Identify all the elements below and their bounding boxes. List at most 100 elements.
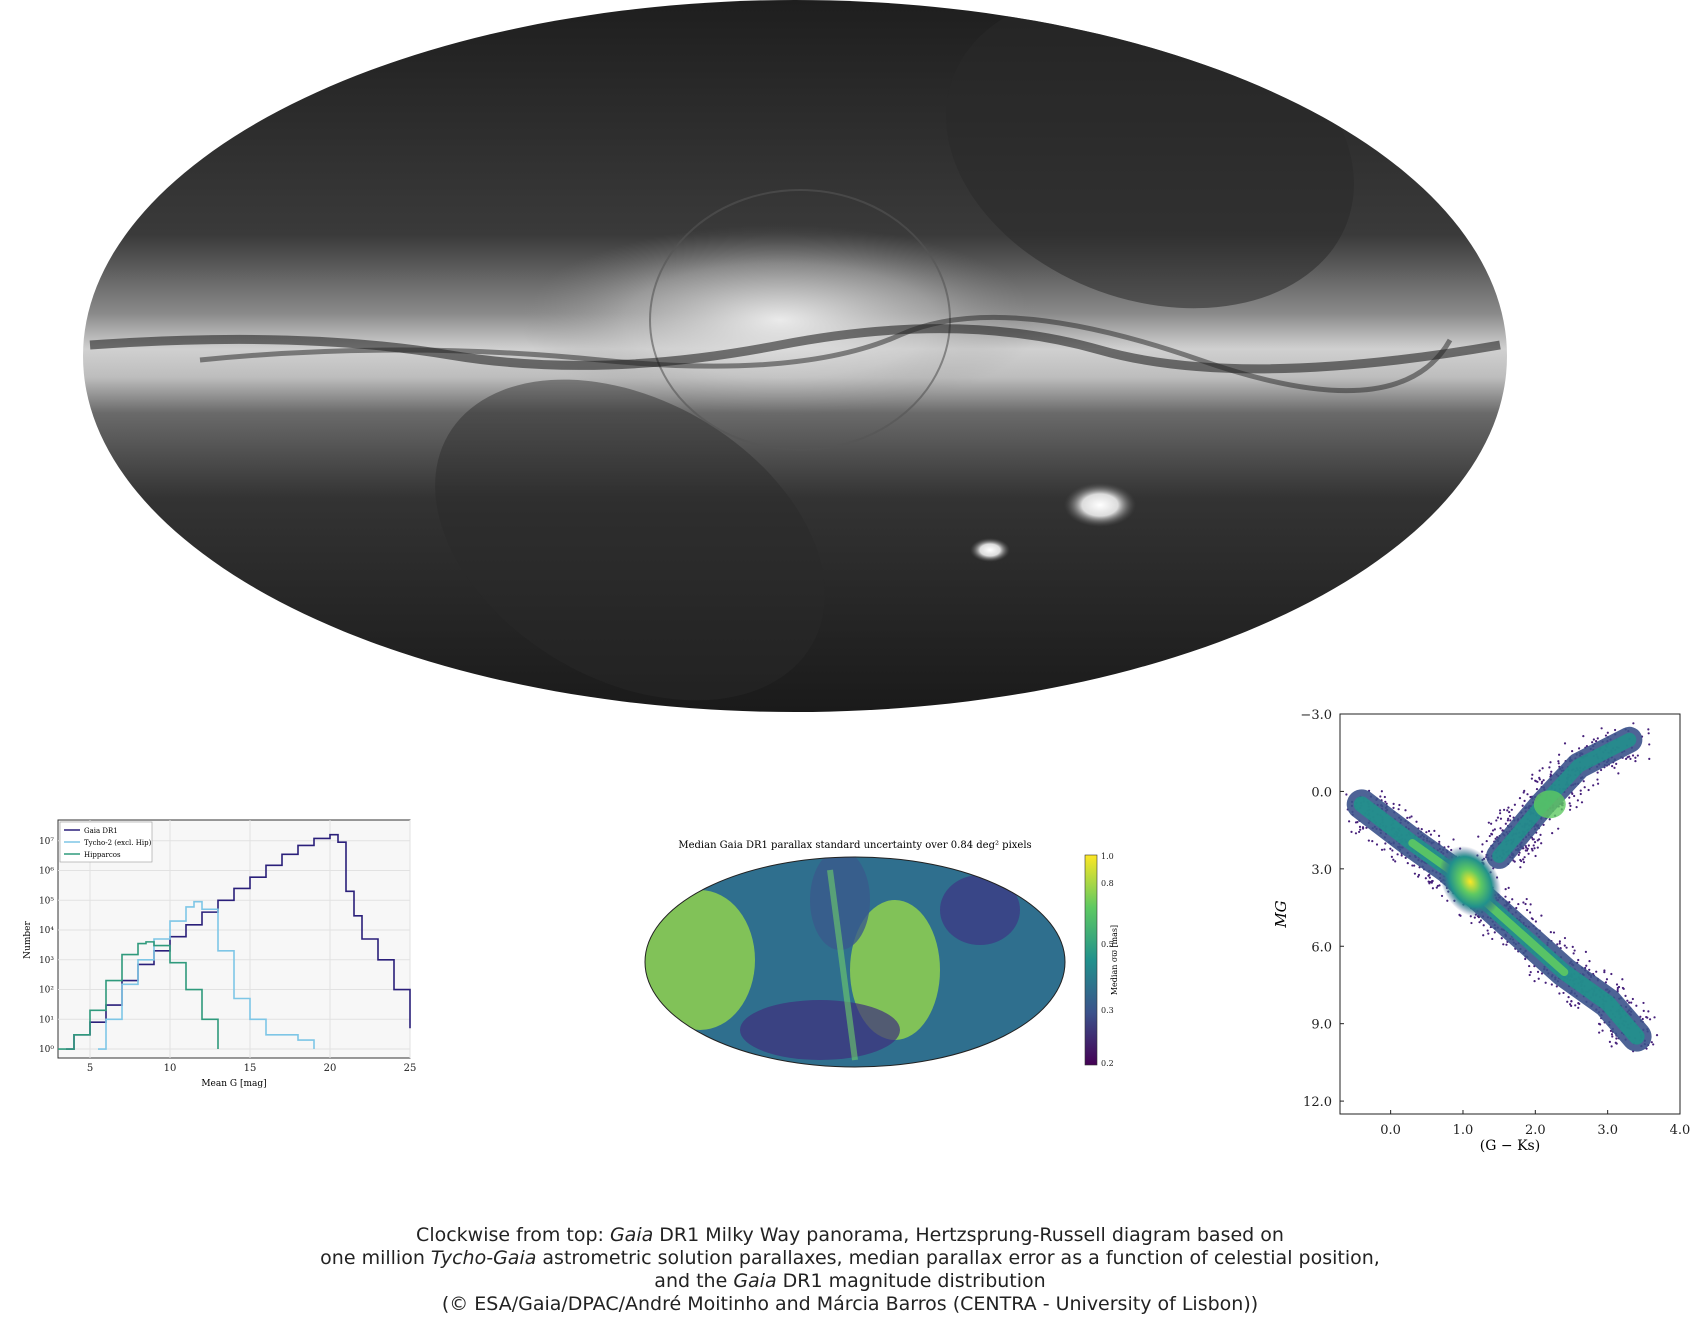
hrd-point xyxy=(1482,924,1485,927)
legend-gaia: Gaia DR1 xyxy=(84,827,118,835)
hrd-point xyxy=(1523,799,1526,802)
hrd-xtick: 0.0 xyxy=(1380,1123,1401,1138)
histogram-series xyxy=(58,833,411,1050)
hrd-point xyxy=(1540,914,1543,917)
hrd-point xyxy=(1523,856,1526,859)
hrd-point xyxy=(1597,1022,1601,1025)
hrd-point xyxy=(1508,814,1512,818)
hrd-point xyxy=(1513,860,1516,863)
hrd-point xyxy=(1558,992,1561,995)
colorbar-tick: 0.8 xyxy=(1101,879,1114,888)
hrd-point xyxy=(1626,999,1629,1002)
hrd-point xyxy=(1577,1006,1580,1009)
hrd-point xyxy=(1558,942,1561,945)
hrd-point xyxy=(1524,902,1527,906)
hrd-point xyxy=(1544,981,1547,984)
hrd-point xyxy=(1487,932,1490,935)
hrd-point xyxy=(1528,964,1531,968)
hrd-point xyxy=(1417,873,1421,877)
hrd-point xyxy=(1615,1037,1618,1040)
histogram-ytick: 10³ xyxy=(39,956,54,966)
hrd-point xyxy=(1549,773,1552,776)
hrd-point xyxy=(1563,936,1567,940)
hrd-point xyxy=(1548,766,1551,769)
hrd-point xyxy=(1380,790,1383,793)
hrd-point xyxy=(1371,840,1374,843)
hrd-point xyxy=(1572,952,1575,955)
hrd-point xyxy=(1433,829,1436,833)
hrd-point xyxy=(1490,832,1493,835)
hrd-point xyxy=(1537,977,1540,980)
skymap-title: Median Gaia DR1 parallax standard uncert… xyxy=(678,840,1031,851)
hrd-point xyxy=(1428,882,1431,885)
hrd-point xyxy=(1579,789,1582,792)
histogram-ytick: 10⁰ xyxy=(39,1045,54,1055)
hrd-point xyxy=(1413,872,1417,875)
hrd-point xyxy=(1532,844,1535,847)
hrd-point xyxy=(1530,847,1534,850)
hrd-point xyxy=(1513,803,1516,806)
hrd-point xyxy=(1642,1001,1645,1005)
hrd-point xyxy=(1507,817,1510,820)
hrd-point xyxy=(1582,735,1585,738)
histogram-xtick: 15 xyxy=(244,1063,257,1074)
hrd-point xyxy=(1394,860,1397,863)
hrd-point xyxy=(1519,866,1522,869)
hrd-point xyxy=(1495,819,1498,822)
hrd-point xyxy=(1508,810,1511,814)
hrd-point xyxy=(1524,957,1527,961)
hrd-point xyxy=(1415,820,1418,823)
hrd-point xyxy=(1611,765,1614,768)
hrd-point xyxy=(1458,913,1461,916)
histogram-ytick: 10⁷ xyxy=(39,837,54,847)
hrd-point xyxy=(1648,1018,1652,1021)
hrd-point xyxy=(1610,972,1613,976)
hrd-point xyxy=(1420,828,1423,831)
hrd-point xyxy=(1536,970,1540,973)
hrd-point xyxy=(1555,985,1558,988)
hrd-point xyxy=(1617,772,1620,775)
hrd-point xyxy=(1548,818,1551,821)
hrd-point xyxy=(1575,806,1578,809)
hrd-point xyxy=(1511,898,1514,901)
hrd-xtick: 2.0 xyxy=(1525,1123,1546,1138)
hrd-point xyxy=(1477,835,1480,838)
hrd-point xyxy=(1486,929,1489,932)
hrd-point xyxy=(1488,834,1491,838)
hrd-point xyxy=(1384,800,1387,803)
hrd-point xyxy=(1350,830,1353,833)
hrd-point xyxy=(1549,761,1552,764)
hrd-point xyxy=(1606,731,1609,734)
hrd-point xyxy=(1438,840,1441,843)
hrd-point xyxy=(1491,937,1494,941)
hrd-point xyxy=(1565,946,1568,949)
hrd-point xyxy=(1563,742,1567,745)
hrd-point xyxy=(1380,848,1384,851)
hrd-point xyxy=(1358,830,1361,834)
hrd-point xyxy=(1392,806,1395,810)
hrd-point xyxy=(1493,828,1496,831)
hrd-ytick: 3.0 xyxy=(1311,863,1332,878)
hrd-point xyxy=(1384,842,1387,845)
hrd-point xyxy=(1528,973,1531,977)
hrd-point xyxy=(1574,1004,1577,1007)
magnitude-histogram: 5 10 15 20 25 10⁰ 10¹ 10² 10³ 10⁴ 10⁵ 10⁶ 10⁷ Numbe… xyxy=(23,819,417,1089)
histogram-xtick: 20 xyxy=(324,1063,337,1074)
hrd-point xyxy=(1595,970,1598,973)
hrd-point xyxy=(1367,839,1370,842)
hrd-point xyxy=(1626,756,1629,759)
hrd-point xyxy=(1522,861,1526,864)
hrd-point xyxy=(1608,1040,1611,1043)
caption-line-3: and the Gaia DR1 magnitude distribution xyxy=(654,1270,1046,1292)
histogram-xtick: 25 xyxy=(404,1063,417,1074)
hrd-density-peak xyxy=(1439,845,1502,918)
hrd-point xyxy=(1594,740,1598,743)
hrd-point xyxy=(1645,1015,1648,1019)
hrd-point xyxy=(1596,778,1599,781)
hrd-point xyxy=(1530,777,1533,780)
hrd-density xyxy=(1345,722,1659,1053)
hrd-point xyxy=(1556,943,1559,946)
hrd-point xyxy=(1562,991,1565,995)
hrd-point xyxy=(1540,972,1544,975)
hrd-point xyxy=(1487,821,1490,824)
